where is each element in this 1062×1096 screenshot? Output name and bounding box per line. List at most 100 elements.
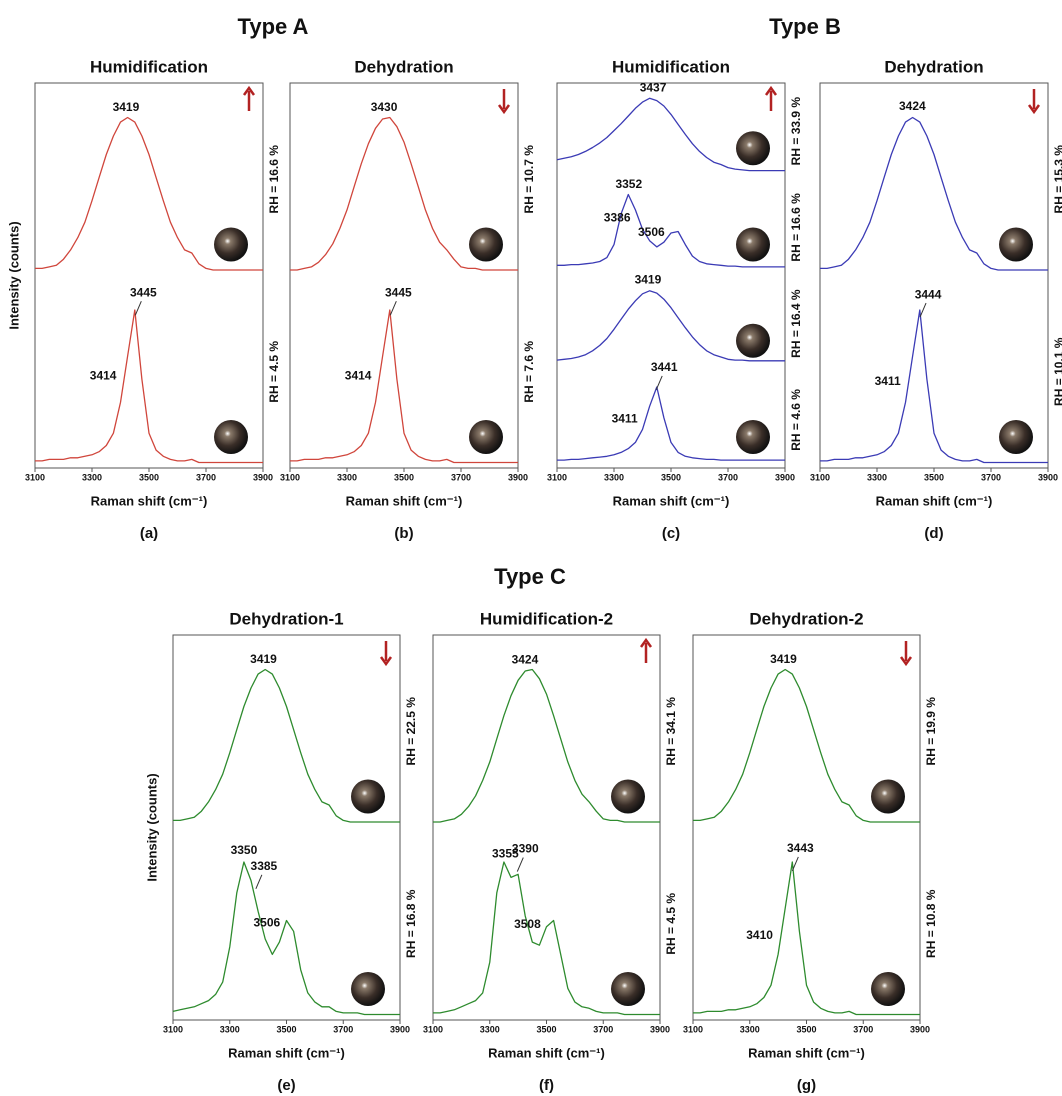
panel-title: Humidification-2 xyxy=(480,609,613,628)
x-tick-label: 3900 xyxy=(253,472,273,482)
plot-frame xyxy=(820,83,1048,468)
x-axis-label: Raman shift (cm⁻¹) xyxy=(488,1045,605,1060)
peak-label: 3411 xyxy=(875,374,901,388)
rh-label: RH = 16.6 % xyxy=(789,193,803,262)
x-tick-label: 3900 xyxy=(508,472,528,482)
plot-frame xyxy=(35,83,263,468)
peak-label: 3441 xyxy=(651,360,678,374)
peak-label: 3419 xyxy=(250,652,277,666)
rh-label: RH = 4.6 % xyxy=(789,389,803,451)
peak-label: 3419 xyxy=(635,273,662,287)
x-tick-label: 3100 xyxy=(547,472,567,482)
x-tick-label: 3500 xyxy=(276,1024,296,1034)
x-tick-label: 3700 xyxy=(451,472,471,482)
peak-label: 3443 xyxy=(787,841,814,855)
panel-title: Dehydration-1 xyxy=(229,609,343,628)
peak-label: 3430 xyxy=(371,100,398,114)
rh-label: RH = 16.8 % xyxy=(404,889,418,958)
droplet xyxy=(736,131,770,165)
x-tick-label: 3300 xyxy=(740,1024,760,1034)
peak-label: 3445 xyxy=(385,285,412,299)
rh-label: RH = 7.6 % xyxy=(522,341,536,403)
x-tick-label: 3300 xyxy=(604,472,624,482)
leader-line xyxy=(135,301,141,315)
rh-label: RH = 16.4 % xyxy=(789,289,803,358)
droplet xyxy=(999,228,1033,262)
x-axis-label: Raman shift (cm⁻¹) xyxy=(876,493,993,508)
x-tick-label: 3500 xyxy=(139,472,159,482)
x-tick-label: 3100 xyxy=(280,472,300,482)
group-title: Type B xyxy=(769,14,841,39)
droplet xyxy=(736,228,770,262)
plot-frame xyxy=(693,635,920,1020)
panel-title: Humidification xyxy=(612,57,730,76)
figure: Type A Type B Type C Humidification31003… xyxy=(0,0,1062,1096)
peak-label: 3411 xyxy=(612,411,638,425)
x-tick-label: 3900 xyxy=(390,1024,410,1034)
x-tick-label: 3500 xyxy=(924,472,944,482)
x-tick-label: 3100 xyxy=(163,1024,183,1034)
panel-label: (g) xyxy=(797,1077,816,1094)
panel-label: (b) xyxy=(394,525,413,542)
x-tick-label: 3300 xyxy=(337,472,357,482)
rh-label: RH = 10.7 % xyxy=(522,145,536,214)
peak-label: 3352 xyxy=(615,177,642,191)
rh-label: RH = 22.5 % xyxy=(404,697,418,766)
x-tick-label: 3900 xyxy=(650,1024,670,1034)
x-axis-label: Raman shift (cm⁻¹) xyxy=(613,493,730,508)
panel-label: (f) xyxy=(539,1077,554,1094)
rh-label: RH = 10.1 % xyxy=(1052,337,1062,406)
droplet xyxy=(871,972,905,1006)
panel-title: Dehydration xyxy=(884,57,983,76)
peak-label: 3444 xyxy=(915,287,942,301)
x-axis-label: Raman shift (cm⁻¹) xyxy=(748,1045,865,1060)
x-tick-label: 3700 xyxy=(853,1024,873,1034)
droplet xyxy=(611,780,645,814)
x-tick-label: 3900 xyxy=(1038,472,1058,482)
rh-label: RH = 15.3 % xyxy=(1052,145,1062,214)
peak-label: 3390 xyxy=(512,842,539,856)
peak-label: 3506 xyxy=(253,915,280,929)
plot-frame xyxy=(173,635,400,1020)
x-tick-label: 3700 xyxy=(593,1024,613,1034)
droplet xyxy=(351,972,385,1006)
droplet xyxy=(469,420,503,454)
panel-title: Dehydration-2 xyxy=(749,609,863,628)
peak-label: 3419 xyxy=(113,100,140,114)
x-tick-label: 3700 xyxy=(718,472,738,482)
peak-label: 3386 xyxy=(604,211,631,225)
panel-label: (d) xyxy=(924,525,943,542)
leader-line xyxy=(390,301,396,315)
droplet xyxy=(611,972,645,1006)
droplet xyxy=(736,324,770,358)
peak-label: 3424 xyxy=(899,99,926,113)
droplet xyxy=(351,780,385,814)
leader-line xyxy=(656,376,662,390)
x-tick-label: 3300 xyxy=(220,1024,240,1034)
x-tick-label: 3100 xyxy=(810,472,830,482)
x-tick-label: 3700 xyxy=(333,1024,353,1034)
panel-label: (e) xyxy=(277,1077,295,1094)
peak-label: 3424 xyxy=(512,653,539,667)
droplet xyxy=(871,780,905,814)
x-axis-label: Raman shift (cm⁻¹) xyxy=(346,493,463,508)
rh-label: RH = 16.6 % xyxy=(267,145,281,214)
panel-title: Dehydration xyxy=(354,57,453,76)
rh-label: RH = 10.8 % xyxy=(924,889,938,958)
peak-label: 3410 xyxy=(746,928,773,942)
leader-line xyxy=(256,875,262,889)
peak-label: 3437 xyxy=(640,81,667,95)
x-tick-label: 3500 xyxy=(796,1024,816,1034)
droplet xyxy=(214,420,248,454)
x-tick-label: 3900 xyxy=(910,1024,930,1034)
rh-label: RH = 19.9 % xyxy=(924,697,938,766)
y-axis-label: Intensity (counts) xyxy=(144,773,159,881)
x-tick-label: 3300 xyxy=(480,1024,500,1034)
x-tick-label: 3100 xyxy=(25,472,45,482)
peak-label: 3506 xyxy=(638,225,665,239)
panel-label: (c) xyxy=(662,525,680,542)
droplet xyxy=(214,228,248,262)
panel-label: (a) xyxy=(140,525,158,542)
panel-title: Humidification xyxy=(90,57,208,76)
droplet xyxy=(999,420,1033,454)
